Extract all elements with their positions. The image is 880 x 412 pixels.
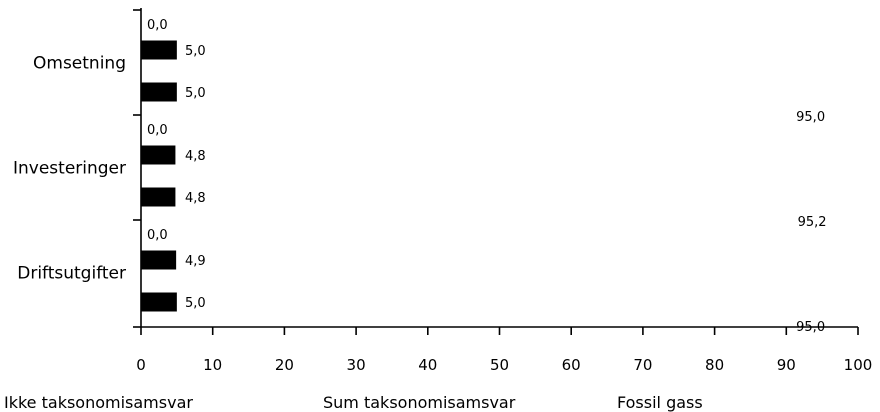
data-label: 5,0 bbox=[185, 44, 206, 59]
x-tick-label: 40 bbox=[418, 356, 437, 374]
data-label: 4,8 bbox=[185, 191, 206, 206]
data-label: 0,0 bbox=[147, 123, 168, 138]
bar bbox=[141, 187, 176, 207]
bar bbox=[141, 250, 177, 270]
data-label: 5,0 bbox=[185, 86, 206, 101]
data-label: 95,2 bbox=[798, 215, 827, 230]
bar bbox=[141, 82, 177, 102]
x-tick-label: 30 bbox=[347, 356, 366, 374]
x-tick-label: 0 bbox=[136, 356, 146, 374]
bar bbox=[141, 292, 177, 312]
x-tick-label: 50 bbox=[490, 356, 509, 374]
x-tick-label: 70 bbox=[633, 356, 652, 374]
x-tick-label: 80 bbox=[705, 356, 724, 374]
legend-entry: Ikke taksonomisamsvar bbox=[4, 393, 193, 412]
bar bbox=[141, 211, 824, 231]
legend: Ikke taksonomisamsvar Sum taksonomisamsva… bbox=[4, 393, 703, 412]
data-label: 4,8 bbox=[185, 149, 206, 164]
data-label: 4,9 bbox=[185, 254, 206, 269]
data-label: 5,0 bbox=[185, 296, 206, 311]
data-label: 0,0 bbox=[147, 228, 168, 243]
x-tick-label: 60 bbox=[562, 356, 581, 374]
category-label: Investeringer bbox=[13, 159, 126, 179]
bar bbox=[141, 40, 177, 60]
bar bbox=[141, 316, 823, 336]
bar bbox=[141, 106, 823, 126]
x-tick-label: 90 bbox=[777, 356, 796, 374]
bars bbox=[141, 40, 824, 336]
axes: 0 10 20 30 40 50 60 70 80 90 100 bbox=[133, 8, 872, 374]
x-tick-label: 100 bbox=[844, 356, 873, 374]
data-label: 0,0 bbox=[147, 18, 168, 33]
bar bbox=[141, 145, 176, 165]
category-label: Omsetning bbox=[33, 54, 126, 74]
legend-entry: Fossil gass bbox=[617, 393, 703, 412]
category-labels: Omsetning Investeringer Driftsutgifter bbox=[13, 54, 126, 284]
data-labels: 0,00,00,05,04,84,95,04,85,095,095,295,0 bbox=[147, 18, 827, 335]
x-tick-label: 10 bbox=[203, 356, 222, 374]
category-label: Driftsutgifter bbox=[17, 264, 126, 284]
x-tick-label: 20 bbox=[275, 356, 294, 374]
legend-entry: Sum taksonomisamsvar bbox=[323, 393, 516, 412]
data-label: 95,0 bbox=[796, 110, 825, 125]
